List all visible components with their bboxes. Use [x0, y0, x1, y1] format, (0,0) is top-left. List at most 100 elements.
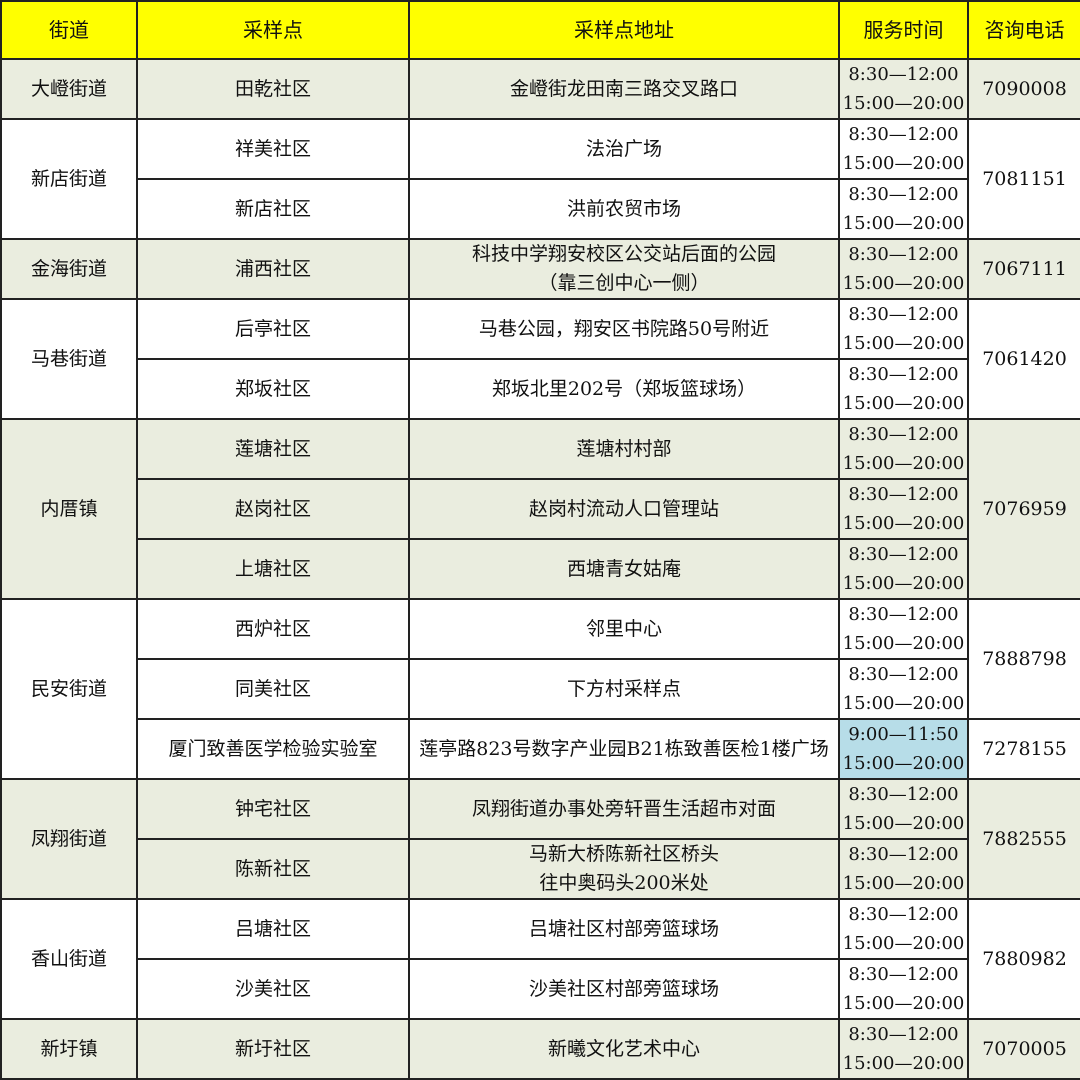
site-cell-line: 沙美社区 [234, 977, 311, 1000]
service-time-cell-line: 15:00—20:00 [842, 1053, 965, 1074]
address-cell: 赵岗村流动人口管理站 [408, 478, 840, 540]
service-time-cell-line: 15:00—20:00 [842, 333, 965, 354]
street-cell-line: 凤翔街道 [30, 827, 107, 850]
address-cell: 马新大桥陈新社区桥头 往中奥码头200米处 [408, 838, 840, 900]
service-time-cell-line: 8:30—12:00 [848, 124, 959, 145]
site-cell: 上塘社区 [136, 538, 410, 600]
street-cell: 凤翔街道 [0, 778, 138, 900]
service-time-cell: 8:30—12:00 15:00—20:00 [838, 118, 969, 180]
service-time-cell-line: 8:30—12:00 [848, 544, 959, 565]
site-cell-line: 郑坂社区 [234, 377, 311, 400]
site-cell: 新店社区 [136, 178, 410, 240]
site-cell: 厦门致善医学检验实验室 [136, 718, 410, 780]
phone-cell: 7081151 [967, 118, 1080, 240]
site-cell-line: 浦西社区 [234, 257, 311, 280]
phone-cell-line: 7882555 [982, 827, 1067, 850]
site-cell-line: 上塘社区 [234, 557, 311, 580]
service-time-cell-line: 8:30—12:00 [848, 64, 959, 85]
address-cell: 新曦文化艺术中心 [408, 1018, 840, 1080]
service-time-cell-line: 8:30—12:00 [848, 1024, 959, 1045]
address-cell: 洪前农贸市场 [408, 178, 840, 240]
phone-cell-line: 7067111 [982, 257, 1067, 280]
service-time-cell-line: 15:00—20:00 [842, 753, 965, 774]
site-cell: 田乾社区 [136, 58, 410, 120]
phone-cell-line: 7278155 [982, 737, 1067, 760]
street-cell: 新店街道 [0, 118, 138, 240]
table-row: 马巷街道 后亭社区 马巷公园，翔安区书院路50号附近 8:30—12:00 15:00—… [0, 298, 1080, 420]
phone-cell: 7882555 [967, 778, 1080, 900]
address-cell-line: 下方村采样点 [566, 677, 681, 700]
table-row: 凤翔街道 钟宅社区 凤翔街道办事处旁轩晋生活超市对面 8:30—12:00 15:00—… [0, 778, 1080, 900]
address-cell-line: 往中奥码头200米处 [539, 872, 709, 894]
street-cell: 马巷街道 [0, 298, 138, 420]
address-cell-line: 莲亭路823号数字产业园B21栋致善医检1楼广场 [419, 737, 829, 760]
phone-cell-line: 7880982 [982, 947, 1067, 970]
table-row: 上塘社区 西塘青女姑庵 8:30—12:00 15:00—20:00 [1, 538, 1080, 600]
site-cell: 西炉社区 [136, 598, 410, 660]
address-cell: 马巷公园，翔安区书院路50号附近 [408, 298, 840, 360]
street-cell-line: 民安街道 [30, 677, 107, 700]
service-time-cell: 8:30—12:00 15:00—20:00 [838, 358, 969, 420]
address-cell-line: 赵岗村流动人口管理站 [528, 497, 719, 520]
address-cell: 沙美社区村部旁篮球场 [408, 958, 840, 1020]
service-time-cell-line: 8:30—12:00 [848, 364, 959, 385]
service-time-cell-line: 15:00—20:00 [842, 993, 965, 1014]
service-time-cell: 8:30—12:00 15:00—20:00 [838, 898, 969, 960]
phone-cell: 7076959 [967, 418, 1080, 600]
header-phone: 咨询电话 [967, 0, 1080, 60]
phone-cell-line: 7888798 [982, 647, 1067, 670]
service-time-cell-line: 8:30—12:00 [848, 664, 959, 685]
service-time-cell: 8:30—12:00 15:00—20:00 [838, 838, 969, 900]
address-cell-line: 科技中学翔安校区公交站后面的公园 [471, 243, 776, 265]
table-row: 新店街道 祥美社区 法治广场 8:30—12:00 15:00—20:00 7081151 [0, 118, 1080, 240]
site-cell: 沙美社区 [136, 958, 410, 1020]
phone-cell: 7880982 [967, 898, 1080, 1020]
service-time-cell-line: 15:00—20:00 [842, 453, 965, 474]
service-time-cell: 8:30—12:00 15:00—20:00 [838, 298, 969, 360]
service-time-cell: 8:30—12:00 15:00—20:00 [838, 1018, 969, 1080]
address-cell-line: 洪前农贸市场 [566, 197, 681, 220]
site-cell: 吕塘社区 [136, 898, 410, 960]
service-time-cell-line: 8:30—12:00 [848, 184, 959, 205]
table-row: 郑坂社区 郑坂北里202号（郑坂篮球场） 8:30—12:00 15:00—20:00 [1, 358, 1080, 420]
street-cell: 新圩镇 [0, 1018, 138, 1080]
service-time-cell: 8:30—12:00 15:00—20:00 [838, 58, 969, 120]
phone-cell-line: 7076959 [982, 497, 1067, 520]
service-time-cell-line: 8:30—12:00 [848, 304, 959, 325]
site-cell-line: 新圩社区 [234, 1037, 311, 1060]
table-row: 大嶝街道 田乾社区 金嶝街龙田南三路交叉路口 8:30—12:00 15:00—20:0… [0, 58, 1080, 120]
service-time-cell: 8:30—12:00 15:00—20:00 [838, 658, 969, 720]
service-time-cell-line: 8:30—12:00 [848, 844, 959, 865]
service-time-cell: 8:30—12:00 15:00—20:00 [838, 418, 969, 480]
table-body: 大嶝街道 田乾社区 金嶝街龙田南三路交叉路口 8:30—12:00 15:00—20:0… [0, 58, 1080, 1080]
street-cell-line: 金海街道 [30, 257, 107, 280]
table-row: 厦门致善医学检验实验室 莲亭路823号数字产业园B21栋致善医检1楼广场 9:00—… [1, 718, 1080, 780]
address-cell-line: 凤翔街道办事处旁轩晋生活超市对面 [471, 797, 776, 820]
service-time-cell: 8:30—12:00 15:00—20:00 [838, 238, 969, 300]
phone-cell: 7090008 [967, 58, 1080, 120]
site-cell: 莲塘社区 [136, 418, 410, 480]
service-time-cell: 8:30—12:00 15:00—20:00 [838, 478, 969, 540]
phone-cell-line: 7090008 [982, 77, 1067, 100]
phone-cell: 7061420 [967, 298, 1080, 420]
site-cell: 同美社区 [136, 658, 410, 720]
street-cell: 金海街道 [0, 238, 138, 300]
phone-cell-line: 7070005 [982, 1037, 1067, 1060]
address-cell-line: 邻里中心 [585, 617, 662, 640]
service-time-cell-line: 8:30—12:00 [848, 604, 959, 625]
service-time-cell-line: 15:00—20:00 [842, 273, 965, 294]
address-cell-line: 沙美社区村部旁篮球场 [528, 977, 719, 1000]
service-time-cell: 9:00—11:50 15:00—20:00 [838, 718, 969, 780]
site-cell: 浦西社区 [136, 238, 410, 300]
site-cell: 郑坂社区 [136, 358, 410, 420]
address-cell: 西塘青女姑庵 [408, 538, 840, 600]
table-row: 沙美社区 沙美社区村部旁篮球场 8:30—12:00 15:00—20:00 [1, 958, 1080, 1020]
site-cell: 祥美社区 [136, 118, 410, 180]
service-time-cell-line: 8:30—12:00 [848, 964, 959, 985]
service-time-cell-line: 15:00—20:00 [842, 873, 965, 894]
service-time-cell-line: 8:30—12:00 [848, 244, 959, 265]
site-cell: 钟宅社区 [136, 778, 410, 840]
table-row: 同美社区 下方村采样点 8:30—12:00 15:00—20:00 [1, 658, 1080, 720]
service-time-cell-line: 15:00—20:00 [842, 633, 965, 654]
